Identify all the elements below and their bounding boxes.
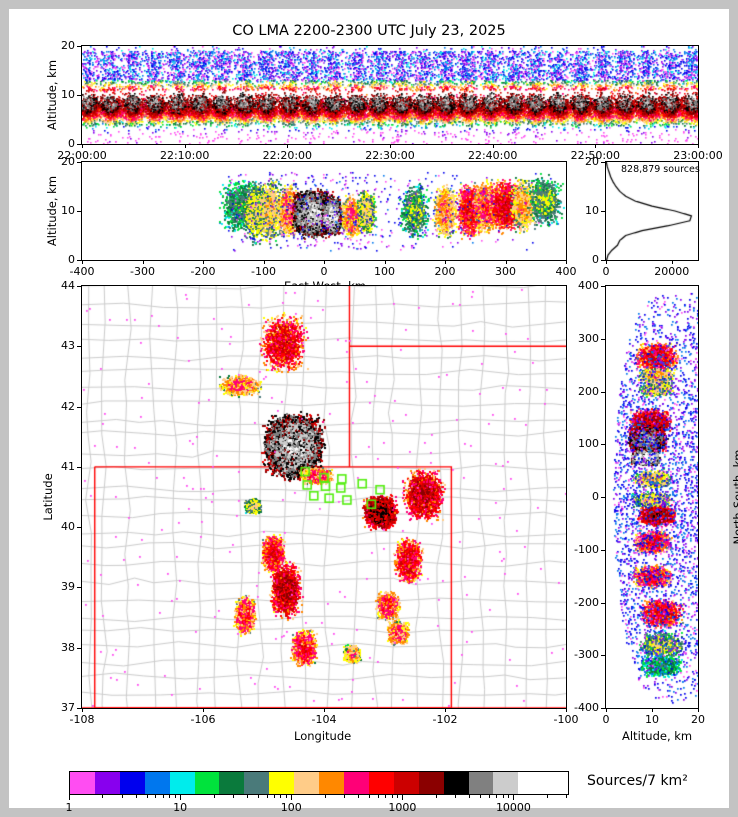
colorbar-swatch xyxy=(144,772,170,794)
north-south-height-canvas xyxy=(606,286,698,708)
colorbar-swatch xyxy=(343,772,369,794)
source-count-annotation: 828,879 sources xyxy=(621,164,700,175)
east-west-height-canvas xyxy=(82,162,566,260)
north-south-height xyxy=(605,285,699,709)
colorbar-tick-label: 1 xyxy=(65,801,73,814)
colorbar-tick-label: 10 xyxy=(173,801,188,814)
altitude-histogram xyxy=(605,161,699,261)
colorbar-swatch xyxy=(443,772,469,794)
longitude-xlabel: Longitude xyxy=(294,729,352,743)
colorbar-swatch xyxy=(393,772,419,794)
north-south-ylabel: North-South, km xyxy=(731,449,738,545)
colorbar-swatch xyxy=(368,772,394,794)
colorbar-swatch xyxy=(543,772,569,794)
time-height xyxy=(81,45,699,145)
colorbar-swatch xyxy=(468,772,494,794)
time-height-canvas xyxy=(82,46,698,144)
colorbar-tick-label: 100 xyxy=(280,801,302,814)
east-west-height xyxy=(81,161,567,261)
page-title: CO LMA 2200-2300 UTC July 23, 2025 xyxy=(232,23,506,39)
lma-figure: CO LMA 2200-2300 UTC July 23, 2025 0 10 20… xyxy=(9,9,738,814)
plan-view-map-canvas xyxy=(82,286,566,708)
colorbar-swatch xyxy=(319,772,344,794)
colorbar xyxy=(69,771,569,795)
colorbar-swatch xyxy=(219,772,245,794)
colorbar-tick-label: 1000 xyxy=(388,801,417,814)
colorbar-swatch xyxy=(119,772,145,794)
colorbar-swatch xyxy=(518,772,544,794)
colorbar-swatch xyxy=(244,772,270,794)
altitude-xlabel: Altitude, km xyxy=(622,729,693,743)
colorbar-swatch xyxy=(94,772,120,794)
colorbar-tick-label: 10000 xyxy=(495,801,531,814)
plan-view-map xyxy=(81,285,567,709)
colorbar-swatch xyxy=(418,772,444,794)
colorbar-swatch xyxy=(70,772,95,794)
colorbar-swatch xyxy=(169,772,195,794)
colorbar-title: Sources/7 km² xyxy=(587,773,688,789)
colorbar-swatch xyxy=(194,772,220,794)
colorbar-swatch xyxy=(269,772,295,794)
altitude-histogram-canvas xyxy=(606,162,698,260)
colorbar-swatch xyxy=(294,772,320,794)
colorbar-swatch xyxy=(493,772,519,794)
